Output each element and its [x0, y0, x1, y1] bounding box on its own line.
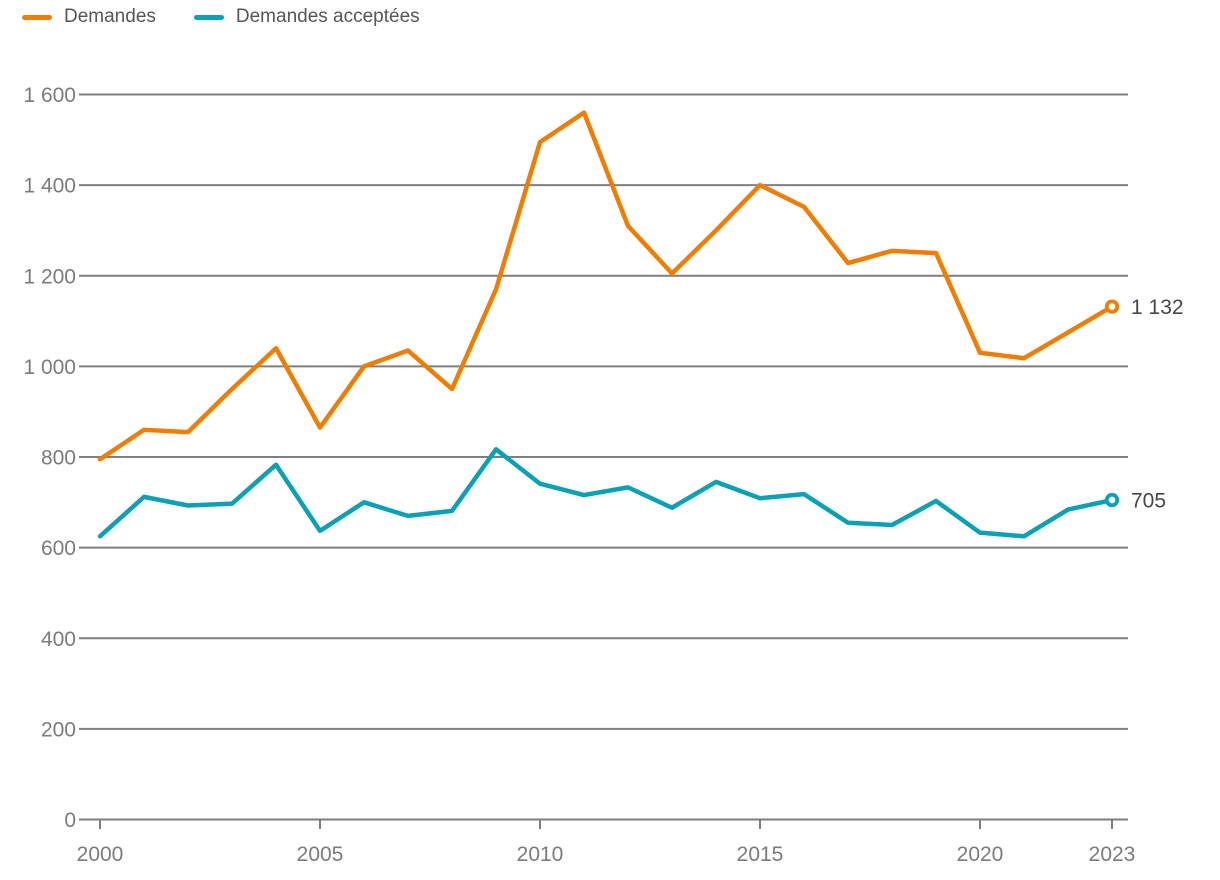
y-tick-label-1400: 1 400	[23, 175, 76, 198]
y-tick-label-800: 800	[41, 447, 76, 470]
end-marker-demandes	[1104, 299, 1120, 314]
series-line-demandes	[97, 110, 1115, 462]
y-gridlines	[79, 93, 1128, 821]
x-tick-label-2000: 2000	[77, 843, 124, 866]
y-axis-labels: 0 200 400 600 800 1 000 1 200 1 400 1 600	[23, 84, 76, 832]
x-tick-label-2005: 2005	[297, 843, 344, 866]
legend-label-demandes-acceptees: Demandes acceptées	[235, 6, 420, 27]
legend-item-demandes[interactable]: Demandes	[22, 6, 156, 28]
y-tick-label-600: 600	[41, 537, 76, 560]
legend-swatch-demandes-icon	[22, 14, 52, 20]
end-label-demandes: 1 132	[1131, 296, 1184, 319]
y-tick-label-1000: 1 000	[23, 356, 76, 379]
x-axis: 2000 2005 2010 2015 2020 2023	[77, 819, 1136, 866]
x-tick-label-2010: 2010	[517, 843, 564, 866]
legend-item-demandes-acceptees[interactable]: Demandes acceptées	[193, 6, 420, 28]
end-label-demandes-acceptees: 705	[1131, 490, 1166, 513]
x-tick-label-2015: 2015	[737, 843, 784, 866]
y-tick-label-0: 0	[64, 809, 76, 832]
y-tick-label-400: 400	[41, 628, 76, 651]
y-tick-label-1200: 1 200	[23, 265, 76, 288]
legend-label-demandes: Demandes	[64, 6, 156, 27]
series-line-demandes-acceptees	[97, 447, 1115, 539]
x-tick-label-2023: 2023	[1089, 843, 1136, 866]
end-marker-demandes-acceptees	[1104, 492, 1120, 508]
y-tick-label-200: 200	[41, 718, 76, 741]
y-tick-label-1600: 1 600	[23, 84, 76, 107]
x-tick-label-2020: 2020	[957, 843, 1004, 866]
chart-legend: Demandes Demandes acceptées	[22, 6, 420, 28]
legend-swatch-demandes-acceptees-icon	[193, 14, 224, 20]
